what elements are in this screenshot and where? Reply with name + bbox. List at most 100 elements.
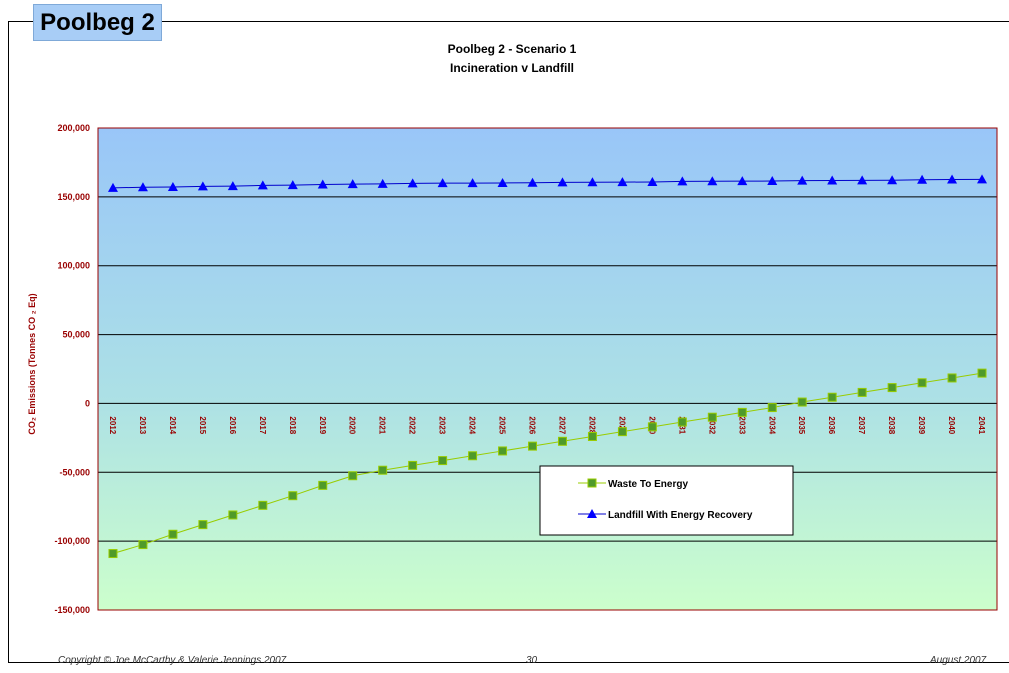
x-tick-label: 2026 [528,416,537,434]
data-point [707,176,718,186]
data-point [557,436,567,446]
data-point [317,179,328,189]
data-point [947,373,957,383]
x-tick-label: 2039 [917,416,926,434]
y-tick-label: 200,000 [57,123,90,133]
data-point [168,529,178,539]
x-tick-label: 2038 [887,416,896,434]
x-tick-label: 2041 [977,416,986,434]
data-point [767,403,777,413]
data-point [437,178,448,188]
data-point [857,175,868,185]
legend-label: Waste To Energy [608,479,688,490]
x-axis: 2012 2013 2014 2015 2016 2017 2018 2019 2020 2021… [108,416,986,434]
x-tick-label: 2012 [108,416,117,434]
data-point [617,427,627,437]
data-point [347,179,358,189]
x-tick-label: 2019 [318,416,327,434]
x-tick-label: 2017 [258,416,267,434]
footer-date: August 2007 [930,655,987,666]
series-line [112,372,983,555]
data-point [527,177,538,187]
data-point [617,177,628,187]
y-axis: 200,000 150,000 100,000 50,000 0 -50,000 -100,… [54,123,90,615]
x-tick-label: 2040 [947,416,956,434]
x-tick-label: 2036 [827,416,836,434]
y-tick-label: -100,000 [54,536,90,546]
x-tick-label: 2013 [138,416,147,434]
x-tick-label: 2021 [378,416,387,434]
data-point [707,412,717,422]
data-point [407,178,418,188]
x-tick-label: 2037 [857,416,866,434]
data-point [498,446,508,456]
data-point [767,176,778,186]
data-point [497,177,508,187]
y-axis-label: CO₂ Emissions (Tonnes CO ₂ Eq) [27,293,37,434]
data-point [797,175,808,185]
data-point [827,392,837,402]
data-point [258,500,268,510]
data-point [137,182,148,192]
series-line [112,178,983,189]
data-point [827,175,838,185]
data-point [377,178,388,188]
legend: Waste To Energy Landfill With Energy Reco… [539,465,794,536]
legend-box [539,465,794,536]
data-point [887,175,898,185]
data-point [677,417,687,427]
data-point [107,182,118,192]
data-point [468,451,478,461]
data-point [228,510,238,520]
legend-marker [587,509,597,518]
slide-frame [8,21,1009,663]
y-tick-label: 100,000 [57,261,90,271]
x-tick-label: 2032 [707,416,716,434]
footer-page-number: 30 [526,655,538,666]
data-point [467,178,478,188]
data-point [528,441,538,451]
data-point [408,460,418,470]
slide-title-tab: Poolbeg 2 [33,4,162,41]
data-point [977,368,987,378]
data-point [138,540,148,550]
plot-border [97,127,998,611]
x-tick-label: 2028 [587,416,596,434]
data-point [737,407,747,417]
y-tick-label: 50,000 [62,330,90,340]
x-tick-label: 2033 [737,416,746,434]
data-point [587,177,598,187]
x-tick-label: 2020 [348,416,357,434]
data-point [378,465,388,475]
data-point [108,549,118,559]
chart-subtitle: Incineration v Landfill [450,61,574,75]
chart-title: Poolbeg 2 - Scenario 1 [448,42,577,56]
legend-marker [587,478,597,488]
legend-label: Landfill With Energy Recovery [608,510,753,521]
data-point [197,181,208,191]
x-tick-label: 2015 [198,416,207,434]
data-point [257,180,268,190]
data-point [647,176,658,186]
data-point [587,431,597,441]
x-tick-label: 2029 [617,416,626,434]
x-tick-label: 2023 [438,416,447,434]
data-point [287,180,298,190]
x-tick-label: 2027 [557,416,566,434]
data-point [857,387,867,397]
data-point [887,383,897,393]
x-tick-label: 2024 [468,416,477,434]
data-point [797,397,807,407]
y-tick-label: -150,000 [54,605,90,615]
plot-area [98,128,997,610]
x-tick-label: 2035 [797,416,806,434]
data-point [167,181,178,191]
x-tick-label: 2025 [498,416,507,434]
data-point [677,176,688,186]
x-tick-label: 2022 [408,416,417,434]
y-tick-label: -50,000 [59,467,90,477]
series-layer [107,174,988,559]
y-tick-label: 150,000 [57,192,90,202]
y-tick-label: 0 [85,398,90,408]
